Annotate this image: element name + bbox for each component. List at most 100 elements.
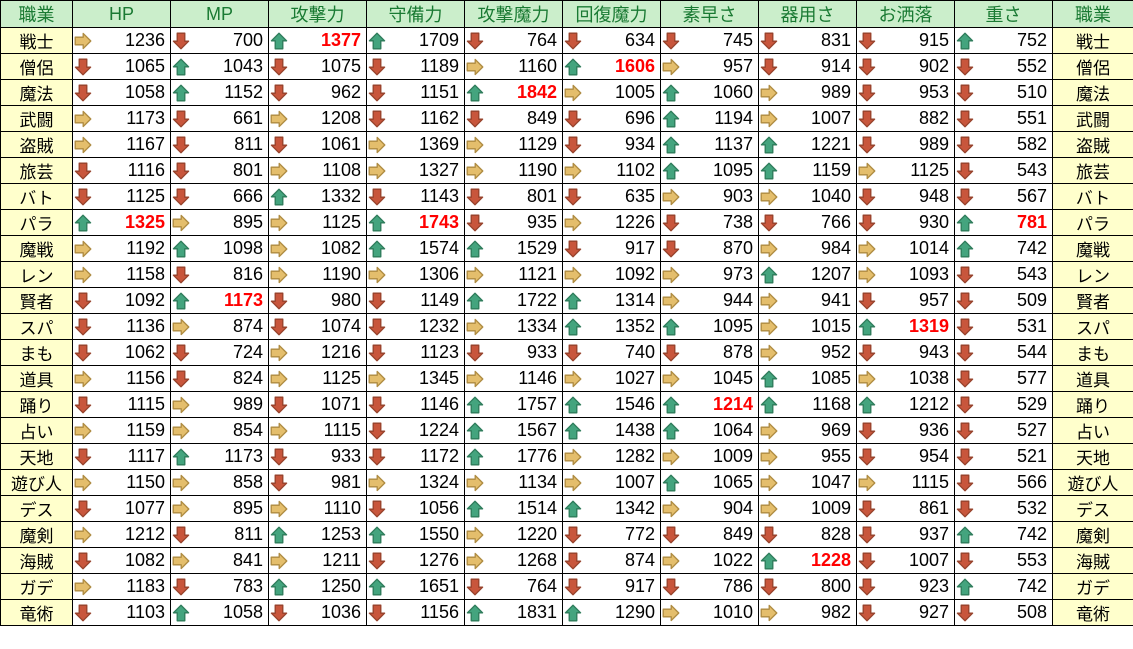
stat-cell[interactable]: 1567 <box>464 417 563 444</box>
stat-cell[interactable]: 1228 <box>758 547 857 574</box>
job-cell-right[interactable]: バト <box>1052 183 1133 210</box>
stat-cell[interactable]: 1115 <box>268 417 367 444</box>
stat-cell[interactable]: 1546 <box>562 391 661 418</box>
stat-cell[interactable]: 1149 <box>366 287 465 314</box>
stat-cell[interactable]: 1123 <box>366 339 465 366</box>
stat-cell[interactable]: 973 <box>660 261 759 288</box>
job-cell-left[interactable]: レン <box>0 261 73 288</box>
stat-cell[interactable]: 1102 <box>562 157 661 184</box>
stat-cell[interactable]: 882 <box>856 105 955 132</box>
stat-cell[interactable]: 1574 <box>366 235 465 262</box>
stat-cell[interactable]: 1007 <box>856 547 955 574</box>
stat-cell[interactable]: 933 <box>268 443 367 470</box>
stat-cell[interactable]: 1438 <box>562 417 661 444</box>
stat-cell[interactable]: 858 <box>170 469 269 496</box>
stat-cell[interactable]: 551 <box>954 105 1053 132</box>
stat-cell[interactable]: 957 <box>856 287 955 314</box>
job-cell-left[interactable]: 竜術 <box>0 599 73 626</box>
stat-cell[interactable]: 700 <box>170 27 269 54</box>
stat-cell[interactable]: 766 <box>758 209 857 236</box>
stat-cell[interactable]: 553 <box>954 547 1053 574</box>
stat-cell[interactable]: 1162 <box>366 105 465 132</box>
stat-cell[interactable]: 801 <box>464 183 563 210</box>
stat-cell[interactable]: 724 <box>170 339 269 366</box>
stat-cell[interactable]: 1007 <box>758 105 857 132</box>
job-cell-right[interactable]: 盗賊 <box>1052 131 1133 158</box>
stat-cell[interactable]: 1276 <box>366 547 465 574</box>
stat-cell[interactable]: 1092 <box>562 261 661 288</box>
stat-cell[interactable]: 510 <box>954 79 1053 106</box>
stat-cell[interactable]: 1743 <box>366 209 465 236</box>
stat-cell[interactable]: 1651 <box>366 573 465 600</box>
stat-cell[interactable]: 635 <box>562 183 661 210</box>
job-cell-left[interactable]: 踊り <box>0 391 73 418</box>
stat-cell[interactable]: 944 <box>660 287 759 314</box>
stat-cell[interactable]: 1103 <box>72 599 171 626</box>
stat-cell[interactable]: 1150 <box>72 469 171 496</box>
stat-cell[interactable]: 874 <box>170 313 269 340</box>
stat-cell[interactable]: 923 <box>856 573 955 600</box>
stat-cell[interactable]: 1160 <box>464 53 563 80</box>
job-cell-left[interactable]: 魔法 <box>0 79 73 106</box>
stat-cell[interactable]: 874 <box>562 547 661 574</box>
stat-cell[interactable]: 566 <box>954 469 1053 496</box>
stat-cell[interactable]: 870 <box>660 235 759 262</box>
stat-cell[interactable]: 1074 <box>268 313 367 340</box>
stat-cell[interactable]: 786 <box>660 573 759 600</box>
stat-cell[interactable]: 1005 <box>562 79 661 106</box>
stat-cell[interactable]: 1226 <box>562 209 661 236</box>
stat-cell[interactable]: 752 <box>954 27 1053 54</box>
stat-cell[interactable]: 781 <box>954 209 1053 236</box>
stat-cell[interactable]: 1159 <box>72 417 171 444</box>
stat-cell[interactable]: 1146 <box>464 365 563 392</box>
stat-cell[interactable]: 816 <box>170 261 269 288</box>
header-job-right[interactable]: 職業 <box>1052 0 1133 28</box>
stat-cell[interactable]: 1183 <box>72 573 171 600</box>
job-cell-right[interactable]: 天地 <box>1052 443 1133 470</box>
stat-cell[interactable]: 849 <box>660 521 759 548</box>
job-cell-left[interactable]: ガデ <box>0 573 73 600</box>
job-cell-right[interactable]: 踊り <box>1052 391 1133 418</box>
stat-cell[interactable]: 927 <box>856 599 955 626</box>
stat-cell[interactable]: 764 <box>464 27 563 54</box>
stat-cell[interactable]: 1190 <box>268 261 367 288</box>
job-cell-left[interactable]: 戦士 <box>0 27 73 54</box>
stat-cell[interactable]: 811 <box>170 521 269 548</box>
stat-cell[interactable]: 1236 <box>72 27 171 54</box>
stat-cell[interactable]: 1098 <box>170 235 269 262</box>
stat-cell[interactable]: 1121 <box>464 261 563 288</box>
stat-cell[interactable]: 666 <box>170 183 269 210</box>
stat-cell[interactable]: 1137 <box>660 131 759 158</box>
stat-cell[interactable]: 800 <box>758 573 857 600</box>
stat-cell[interactable]: 1306 <box>366 261 465 288</box>
stat-cell[interactable]: 930 <box>856 209 955 236</box>
stat-cell[interactable]: 1529 <box>464 235 563 262</box>
stat-cell[interactable]: 1038 <box>856 365 955 392</box>
stat-cell[interactable]: 1115 <box>856 469 955 496</box>
stat-cell[interactable]: 828 <box>758 521 857 548</box>
stat-cell[interactable]: 1027 <box>562 365 661 392</box>
stat-cell[interactable]: 861 <box>856 495 955 522</box>
stat-cell[interactable]: 696 <box>562 105 661 132</box>
stat-cell[interactable]: 943 <box>856 339 955 366</box>
stat-cell[interactable]: 772 <box>562 521 661 548</box>
stat-cell[interactable]: 1722 <box>464 287 563 314</box>
stat-cell[interactable]: 1062 <box>72 339 171 366</box>
stat-cell[interactable]: 764 <box>464 573 563 600</box>
stat-cell[interactable]: 1159 <box>758 157 857 184</box>
header-attack[interactable]: 攻撃力 <box>268 0 367 28</box>
stat-cell[interactable]: 742 <box>954 573 1053 600</box>
stat-cell[interactable]: 903 <box>660 183 759 210</box>
stat-cell[interactable]: 935 <box>464 209 563 236</box>
stat-cell[interactable]: 1036 <box>268 599 367 626</box>
stat-cell[interactable]: 1332 <box>268 183 367 210</box>
stat-cell[interactable]: 740 <box>562 339 661 366</box>
stat-cell[interactable]: 1173 <box>170 287 269 314</box>
stat-cell[interactable]: 1082 <box>72 547 171 574</box>
stat-cell[interactable]: 1095 <box>660 313 759 340</box>
job-cell-right[interactable]: 僧侶 <box>1052 53 1133 80</box>
job-cell-right[interactable]: ガデ <box>1052 573 1133 600</box>
stat-cell[interactable]: 1082 <box>268 235 367 262</box>
job-cell-right[interactable]: まも <box>1052 339 1133 366</box>
stat-cell[interactable]: 1377 <box>268 27 367 54</box>
